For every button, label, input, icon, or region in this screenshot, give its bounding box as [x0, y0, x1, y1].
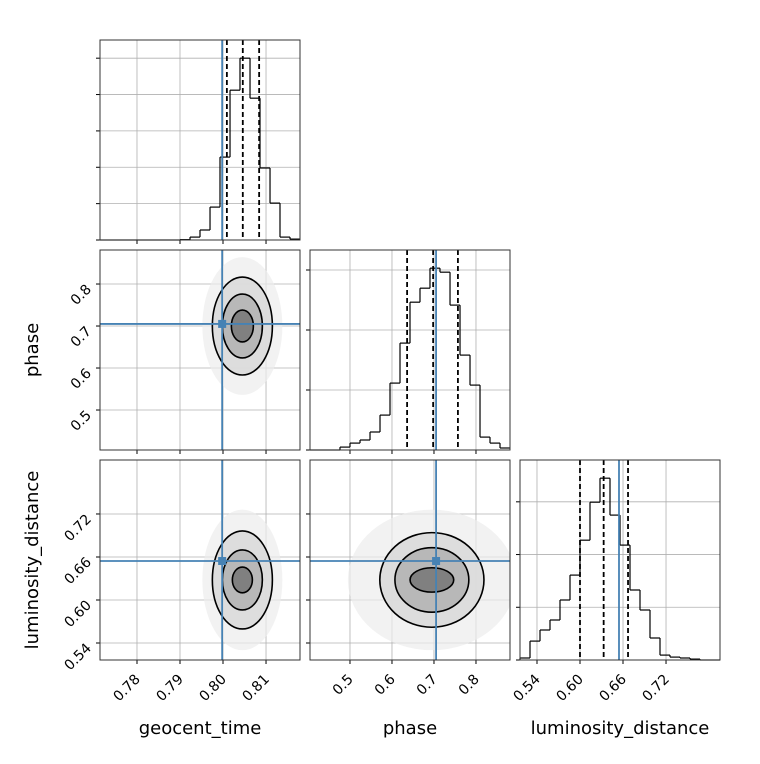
y-tick-label: 0.54 — [61, 640, 94, 673]
y-tick-label: 0.7 — [68, 324, 95, 351]
panel-frame — [99, 459, 301, 661]
panel-bg — [520, 460, 720, 660]
y-tick-label: 0.8 — [68, 282, 95, 309]
truth-marker — [218, 319, 227, 328]
truth-marker — [218, 557, 227, 566]
x-tick-label: 0.6 — [372, 671, 399, 698]
x-tick-label: 0.79 — [153, 672, 186, 705]
truth-marker — [432, 557, 441, 566]
x-tick-label: 0.80 — [196, 672, 229, 705]
x-tick-label: 0.60 — [553, 672, 586, 705]
density-contour — [409, 566, 455, 593]
panel-bg — [310, 250, 510, 450]
density-contour — [231, 566, 254, 594]
panel-frame — [99, 249, 301, 451]
y-tick-label: 0.5 — [68, 408, 95, 435]
x-tick-label: 0.66 — [596, 671, 629, 704]
x-axis-title: luminosity_distance — [531, 718, 710, 739]
x-tick-label: 0.54 — [510, 671, 543, 704]
panel-frame — [99, 39, 301, 241]
panel-bg — [100, 40, 300, 240]
x-axis-title: phase — [383, 718, 437, 739]
x-tick-label: 0.7 — [414, 672, 441, 699]
panel-frame — [309, 459, 511, 661]
x-tick-label: 0.81 — [239, 672, 272, 705]
panel-frame — [519, 459, 721, 661]
y-axis-title: phase — [22, 323, 43, 377]
x-tick-label: 0.78 — [110, 672, 143, 705]
x-tick-label: 0.72 — [639, 672, 672, 705]
density-contour — [230, 309, 255, 343]
x-axis-title: geocent_time — [139, 718, 262, 739]
y-tick-label: 0.60 — [61, 598, 94, 631]
y-tick-label: 0.72 — [61, 511, 94, 544]
x-tick-label: 0.8 — [456, 672, 483, 699]
y-axis-title: luminosity_distance — [22, 471, 43, 650]
panel-frame — [309, 249, 511, 451]
x-tick-label: 0.5 — [330, 672, 357, 699]
y-tick-label: 0.66 — [61, 554, 94, 587]
y-tick-label: 0.6 — [68, 365, 95, 392]
